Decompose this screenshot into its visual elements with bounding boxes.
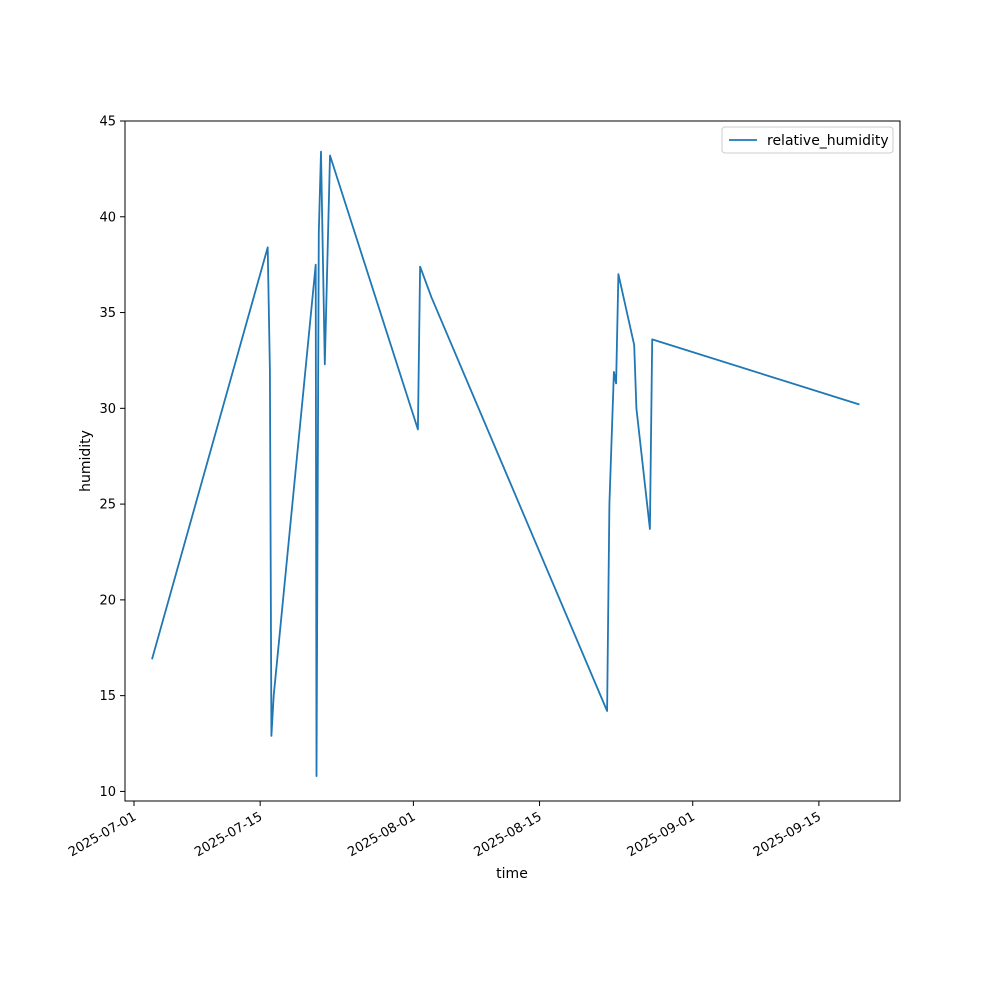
x-axis-label: time	[496, 866, 528, 882]
y-axis-label: humidity	[78, 430, 94, 492]
y-tick-label-1: 15	[99, 689, 116, 704]
y-tick-label-6: 40	[99, 210, 116, 225]
y-tick-label-0: 10	[99, 785, 116, 800]
legend: relative_humidity	[721, 126, 894, 154]
y-tick-label-2: 20	[99, 593, 116, 608]
axes-frame	[124, 120, 901, 802]
y-tick-label-7: 45	[99, 115, 116, 130]
y-axis-ticks: 10 15 20 25 30 35 40 45	[99, 115, 125, 800]
y-tick-label-3: 25	[99, 498, 116, 513]
plot-area	[151, 150, 860, 777]
y-tick-label-5: 35	[99, 306, 116, 321]
legend-box	[721, 126, 894, 154]
series-line-relative-humidity	[151, 150, 860, 777]
y-tick-label-4: 30	[99, 402, 116, 417]
legend-label-relative-humidity: relative_humidity	[767, 133, 889, 149]
